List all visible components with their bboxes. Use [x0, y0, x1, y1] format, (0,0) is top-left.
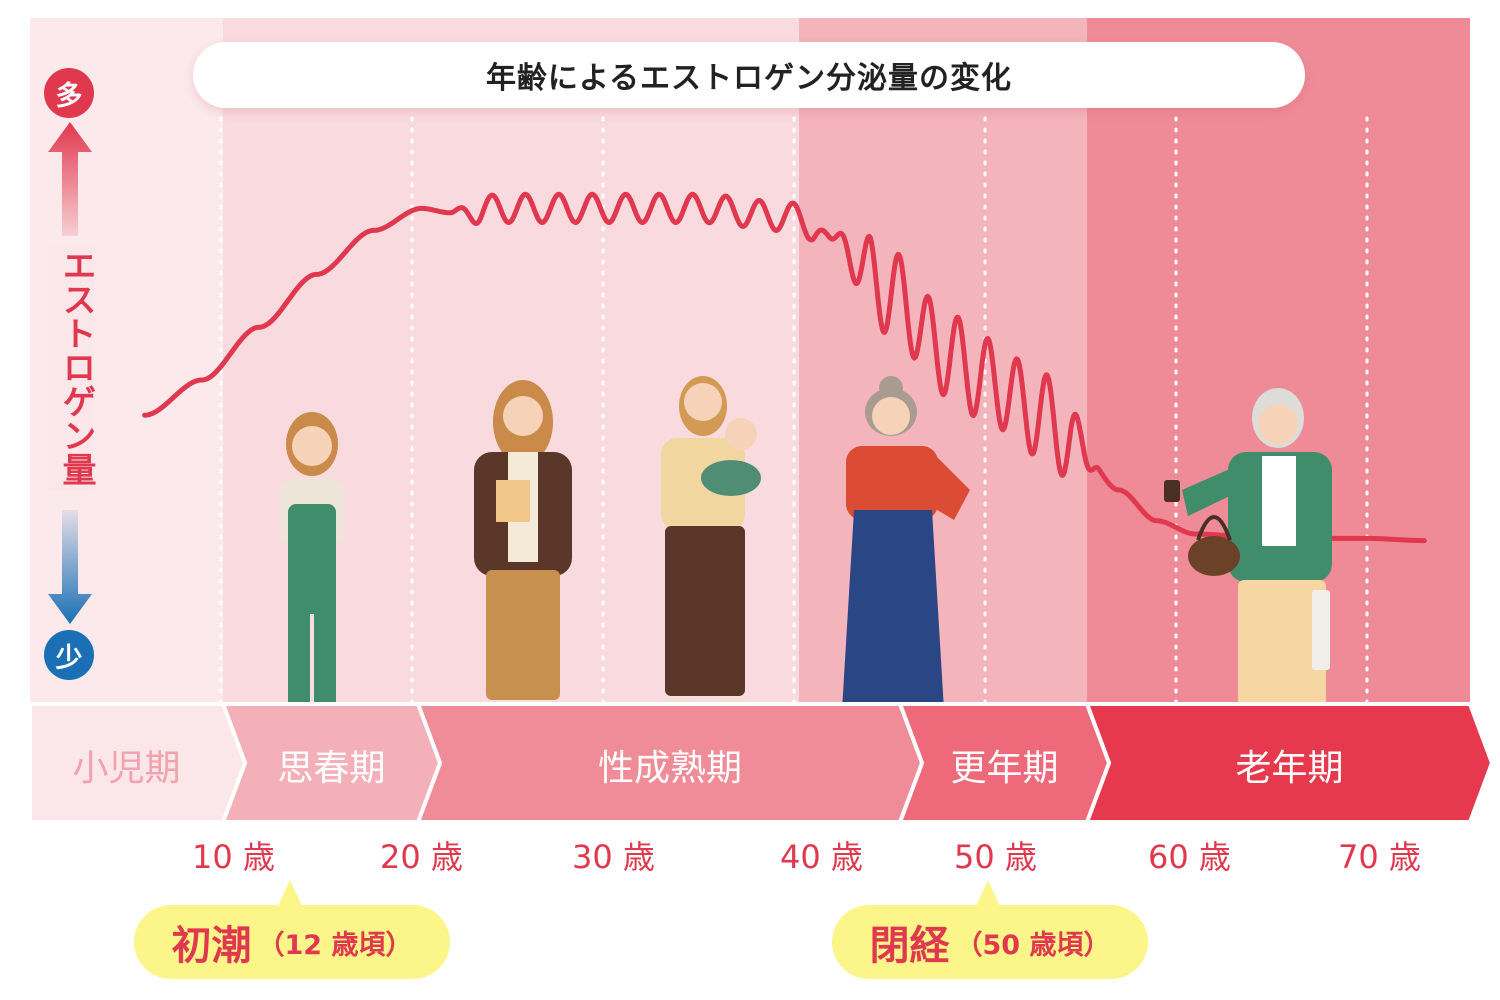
stage-label-5: 老年期 — [1235, 748, 1343, 789]
menopause-label: 閉経 — [869, 923, 950, 969]
band-menopause — [799, 18, 1087, 705]
chart-title: 年齢によるエストロゲン分泌量の変化 — [485, 61, 1013, 96]
up-arrow-icon — [48, 122, 92, 236]
tick-label-60: 60 歳 — [1148, 838, 1231, 876]
menarche-age: （12 歳頃） — [257, 929, 413, 961]
tick-label-30: 30 歳 — [572, 838, 655, 876]
stage-label-3: 性成熟期 — [598, 748, 742, 789]
menarche-callout: 初潮 （12 歳頃） — [134, 905, 450, 979]
stage-5: 老年期 — [1084, 702, 1495, 824]
menopause-callout: 閉経 （50 歳頃） — [832, 905, 1148, 979]
menopause-age: （50 歳頃） — [955, 929, 1111, 961]
estrogen-series-line — [142, 191, 1427, 544]
y-high-badge: 多 — [44, 68, 94, 118]
mother-holding-baby-figure — [661, 376, 761, 720]
tick-label-20: 20 歳 — [380, 838, 463, 876]
elderly-woman-with-bag-figure — [1164, 388, 1332, 730]
menarche-callout-tip — [277, 880, 303, 908]
stage-1: 小児期 — [28, 702, 248, 824]
chart-title-box: 年齢によるエストロゲン分泌量の変化 — [193, 42, 1305, 108]
y-low-badge: 少 — [44, 630, 94, 680]
young-woman-with-book-figure — [474, 380, 572, 724]
girl-in-overalls-figure — [280, 412, 344, 726]
y-axis-arrows — [48, 122, 92, 624]
y-axis-label: エストロゲン量 — [48, 244, 96, 490]
tick-label-40: 40 歳 — [780, 838, 863, 876]
life-stage-bar: 老年期 更年期 性成熟期 思春期 小児期 — [28, 702, 1495, 824]
down-arrow-icon — [48, 510, 92, 624]
menopause-callout-tip — [975, 880, 1001, 908]
stage-label-1: 小児期 — [72, 748, 180, 789]
tick-label-70: 70 歳 — [1338, 838, 1421, 876]
tick-label-50: 50 歳 — [954, 838, 1037, 876]
menarche-label: 初潮 — [171, 923, 252, 969]
stage-2: 思春期 — [220, 702, 443, 824]
stage-3: 性成熟期 — [415, 702, 925, 824]
middle-aged-woman-figure — [842, 376, 970, 726]
stage-chevron-1 — [28, 702, 248, 824]
stage-label-2: 思春期 — [277, 748, 385, 789]
y-low-label: 少 — [55, 642, 83, 674]
stage-label-4: 更年期 — [950, 748, 1058, 789]
y-high-label: 多 — [55, 80, 83, 112]
tick-label-10: 10 歳 — [192, 838, 275, 876]
stage-4: 更年期 — [897, 702, 1112, 824]
